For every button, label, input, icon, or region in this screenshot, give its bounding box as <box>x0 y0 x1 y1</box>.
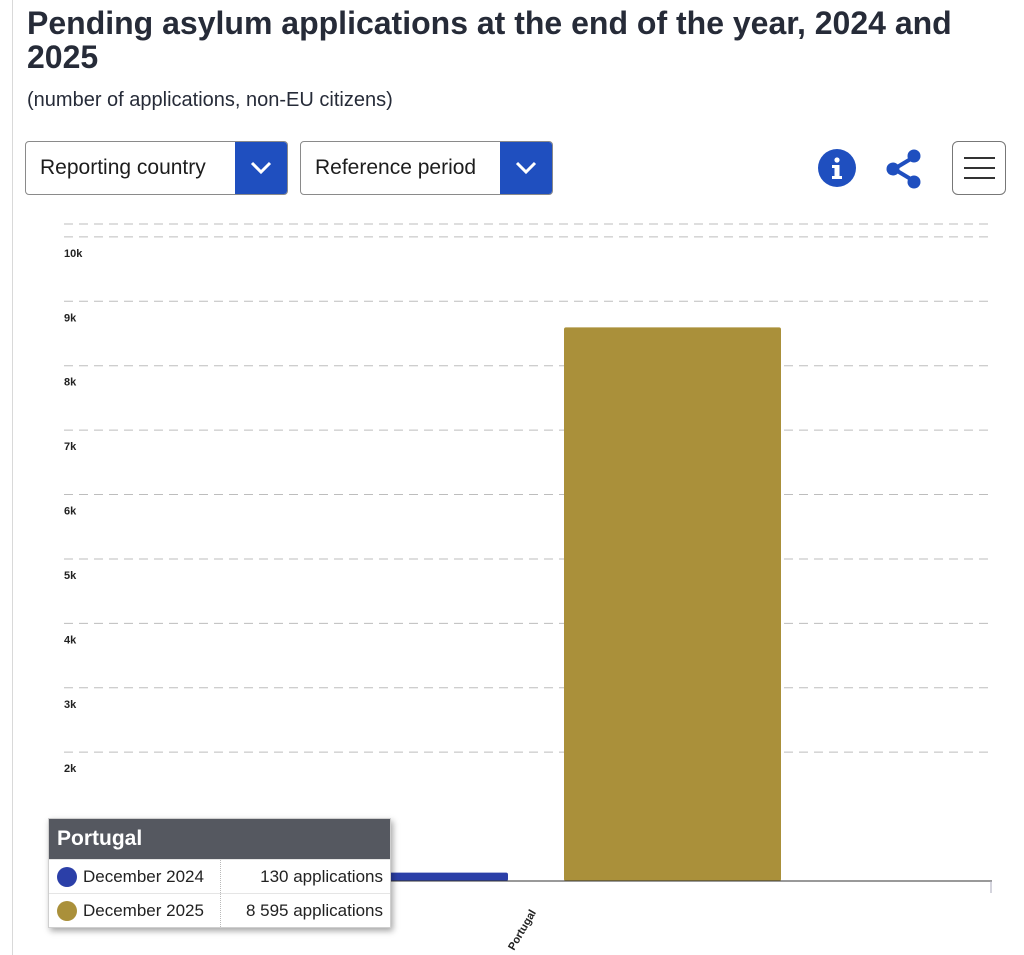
menu-line <box>964 157 995 159</box>
x-category-label: Portugal <box>506 908 539 953</box>
tooltip-title: Portugal <box>49 819 390 859</box>
chevron-down-icon[interactable] <box>235 142 287 194</box>
tooltip-row-2024: December 2024 130 applications <box>49 859 390 893</box>
y-tick-label: 5k <box>64 570 77 582</box>
reporting-country-label: Reporting country <box>40 156 206 179</box>
chart-subtitle: (number of applications, non-EU citizens… <box>27 89 393 111</box>
reference-period-dropdown[interactable]: Reference period <box>300 141 553 195</box>
container-edge <box>12 0 13 955</box>
menu-line <box>964 177 995 179</box>
chart-title: Pending asylum applications at the end o… <box>27 5 952 75</box>
y-tick-label: 8k <box>64 377 77 389</box>
series-2024-swatch <box>57 866 77 887</box>
tooltip-series-name: December 2024 <box>83 860 221 893</box>
y-tick-label: 7k <box>64 441 77 453</box>
y-tick-label: 9k <box>64 312 77 324</box>
y-tick-label: 4k <box>64 634 77 646</box>
reference-period-label: Reference period <box>315 156 477 179</box>
y-tick-label: 6k <box>64 506 77 518</box>
y-tick-label: 10k <box>64 248 83 260</box>
tooltip-series-value: 8 595 applications <box>245 900 383 920</box>
y-tick-label: 3k <box>64 699 77 711</box>
bar-december-2025 <box>564 327 781 882</box>
share-icon[interactable] <box>884 148 924 190</box>
tooltip-series-value: 130 applications <box>260 866 383 886</box>
bar-chart: 2k 3k 4k 5k 6k 7k 8k 9k 10k Portugal <box>64 223 992 953</box>
series-2025-swatch <box>57 900 77 921</box>
chevron-down-icon[interactable] <box>500 142 552 194</box>
reporting-country-dropdown[interactable]: Reporting country <box>25 141 288 195</box>
menu-line <box>964 167 995 169</box>
chart-tooltip: Portugal December 2024 130 applications … <box>48 818 391 928</box>
info-icon[interactable] <box>818 149 856 187</box>
tooltip-series-name: December 2025 <box>83 894 221 927</box>
hamburger-menu-icon[interactable] <box>952 141 1006 195</box>
tooltip-row-2025: December 2025 8 595 applications <box>49 893 390 927</box>
y-tick-label: 2k <box>64 763 77 775</box>
